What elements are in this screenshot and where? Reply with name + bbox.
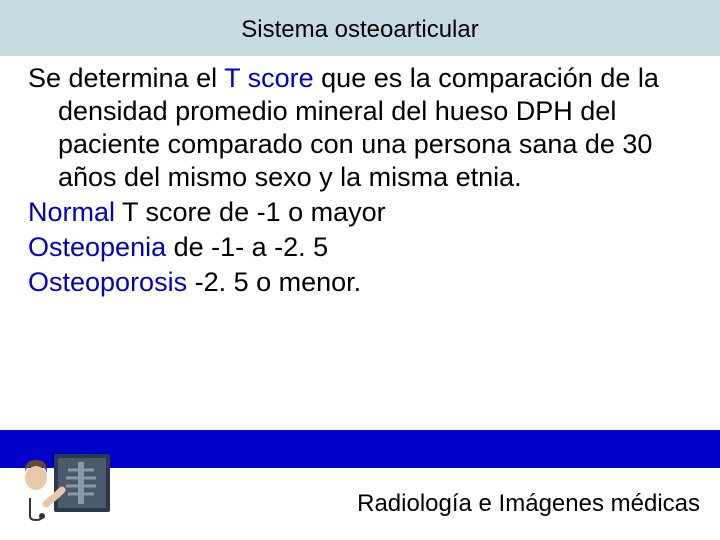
highlight-t-score: T score bbox=[224, 63, 314, 93]
highlight-osteoporosis: Osteoporosis bbox=[28, 267, 187, 297]
highlight-normal: Normal bbox=[28, 197, 115, 227]
text-segment: T score de -1 o mayor bbox=[115, 197, 386, 227]
slide-footer: Radiología e Imágenes médicas bbox=[0, 470, 720, 530]
slide-title: Sistema osteoarticular bbox=[0, 16, 720, 44]
paragraph-2: Normal T score de -1 o mayor bbox=[28, 196, 692, 229]
slide-header: Sistema osteoarticular bbox=[0, 0, 720, 56]
text-segment: de -1- a -2. 5 bbox=[166, 232, 328, 262]
text-segment: Se determina el bbox=[28, 63, 224, 93]
paragraph-4: Osteoporosis -2. 5 o menor. bbox=[28, 266, 692, 299]
doctor-xray-image bbox=[12, 452, 112, 530]
footer-text: Radiología e Imágenes médicas bbox=[357, 490, 700, 518]
highlight-osteopenia: Osteopenia bbox=[28, 232, 166, 262]
paragraph-1: Se determina el T score que es la compar… bbox=[28, 62, 692, 194]
slide-body: Se determina el T score que es la compar… bbox=[0, 56, 720, 299]
paragraph-3: Osteopenia de -1- a -2. 5 bbox=[28, 231, 692, 264]
text-segment: -2. 5 o menor. bbox=[187, 267, 361, 297]
